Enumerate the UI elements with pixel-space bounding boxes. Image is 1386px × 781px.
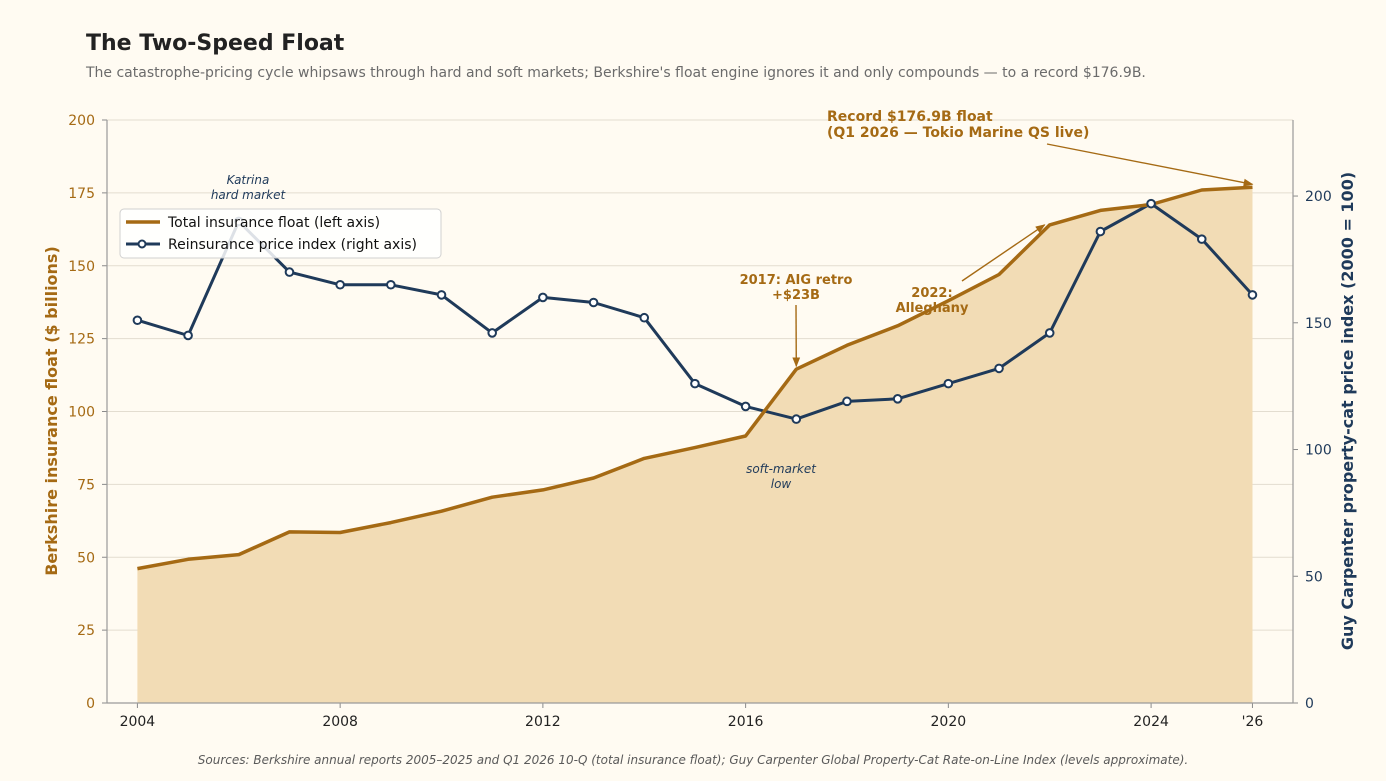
y-tick-label-left: 200	[68, 113, 95, 129]
annotation-soft-market: soft-market low	[746, 462, 817, 491]
y-tick-label-right: 0	[1305, 696, 1314, 712]
annotation-record-float: Record $176.9B float (Q1 2026 — Tokio Mar…	[827, 109, 1089, 141]
data-point-price-index	[538, 292, 548, 303]
legend-marker-index	[137, 239, 147, 249]
x-tick-label: 2020	[931, 714, 967, 730]
annotation-alleghany: 2022: Alleghany	[896, 286, 969, 316]
annotation-record-float-line: (Q1 2026 — Tokio Marine QS live)	[827, 125, 1089, 141]
y-tick-label-left: 150	[68, 259, 95, 275]
data-point-price-index	[588, 297, 599, 308]
y-tick-label-left: 125	[68, 332, 95, 348]
data-point-price-index	[436, 290, 447, 300]
x-tick-label: 2016	[728, 714, 764, 730]
annotation-alleghany-line: Alleghany	[896, 301, 969, 316]
chart-title: The Two-Speed Float	[86, 31, 345, 56]
annotation-katrina: Katrina hard market	[211, 173, 287, 202]
data-point-price-index	[943, 378, 954, 389]
y-axis-label-right: Guy Carpenter property-cat price index (…	[1338, 172, 1357, 650]
x-tick-label: '26	[1242, 714, 1264, 730]
tick-labels: 0 25 50 75 100 125 150 175 200 0 50 100 150 200 2004 20…	[68, 113, 1331, 730]
data-point-price-index	[740, 401, 751, 412]
annotation-katrina-line: Katrina	[227, 173, 270, 187]
y-tick-label-right: 50	[1305, 569, 1323, 585]
data-point-price-index	[842, 396, 852, 407]
y-tick-label-right: 100	[1305, 443, 1332, 459]
data-point-price-index	[386, 279, 396, 290]
y-tick-label-right: 200	[1305, 189, 1332, 205]
data-point-price-index	[1095, 226, 1106, 237]
annotation-aig-retro-line: 2017: AIG retro	[740, 273, 853, 288]
source-note: Sources: Berkshire annual reports 2005–2…	[197, 753, 1189, 767]
data-point-price-index	[487, 328, 497, 338]
y-tick-label-left: 175	[68, 186, 95, 202]
annotation-soft-market-line: low	[771, 477, 792, 491]
data-point-price-index	[335, 279, 345, 290]
axes	[102, 119, 1298, 708]
legend-label-float: Total insurance float (left axis)	[167, 215, 380, 231]
annotation-soft-market-line: soft-market	[746, 462, 817, 476]
series-points-price-index	[132, 198, 1258, 424]
annotation-record-float-line: Record $176.9B float	[827, 109, 993, 125]
y-tick-label-left: 75	[77, 477, 95, 493]
data-point-price-index	[1247, 290, 1258, 300]
data-point-price-index	[639, 312, 650, 323]
x-tick-label: 2024	[1133, 714, 1169, 730]
data-point-price-index	[1146, 198, 1156, 209]
annotation-aig-retro-line: +$23B	[772, 288, 820, 303]
y-tick-label-left: 50	[77, 550, 95, 566]
data-point-price-index	[284, 267, 295, 277]
chart-subtitle: The catastrophe-pricing cycle whipsaws t…	[86, 65, 1146, 81]
annotation-record-float-arrow	[1046, 143, 1254, 187]
y-tick-label-right: 150	[1305, 316, 1332, 332]
x-tick-label: 2008	[322, 714, 358, 730]
y-tick-label-left: 25	[77, 623, 95, 639]
data-point-price-index	[132, 315, 143, 326]
y-axis-label-left: Berkshire insurance float ($ billions)	[42, 246, 61, 576]
x-tick-label: 2004	[120, 714, 156, 730]
y-tick-label-left: 0	[86, 696, 95, 712]
data-point-price-index	[994, 363, 1004, 374]
data-point-price-index	[690, 378, 700, 389]
data-point-price-index	[892, 394, 903, 404]
data-point-price-index	[791, 414, 802, 424]
legend: Total insurance float (left axis) Reinsu…	[119, 208, 442, 259]
y-tick-label-left: 100	[68, 405, 95, 421]
annotation-alleghany-arrow	[961, 224, 1046, 282]
float-area-fill	[137, 187, 1253, 704]
annotation-aig-retro: 2017: AIG retro +$23B	[740, 273, 853, 303]
data-point-price-index	[183, 330, 193, 341]
data-point-price-index	[1196, 234, 1207, 244]
series-line-float	[137, 185, 1253, 571]
data-point-price-index	[1044, 328, 1055, 338]
annotation-katrina-line: hard market	[211, 188, 287, 202]
x-tick-label: 2012	[525, 714, 561, 730]
legend-label-index: Reinsurance price index (right axis)	[168, 237, 417, 253]
annotation-alleghany-line: 2022:	[911, 286, 952, 301]
